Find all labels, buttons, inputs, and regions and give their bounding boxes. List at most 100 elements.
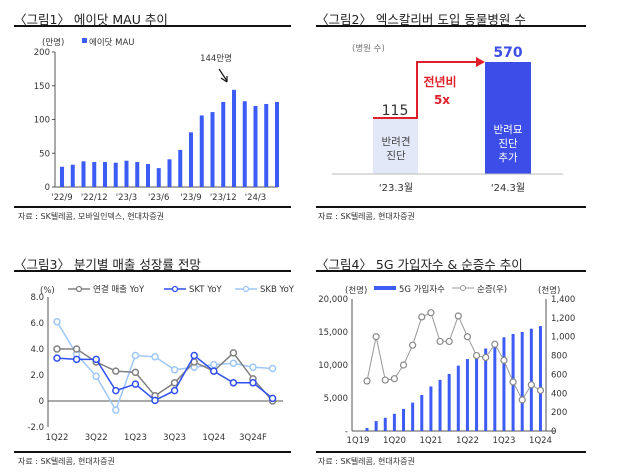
legend-marker [460, 285, 466, 291]
bar [529, 328, 533, 431]
bar [113, 162, 118, 187]
x-tick-label: 1Q22 [456, 436, 479, 446]
x-tick-label: 1Q24 [529, 436, 552, 446]
x-tick-label: 3Q22 [85, 433, 108, 443]
data-point [112, 406, 120, 414]
data-point [53, 354, 61, 362]
bar-text: 반려견 [382, 136, 411, 148]
y-tick-label: 200 [34, 48, 50, 58]
legend-label: 순증(우) [477, 285, 507, 295]
left-unit-label: (천명) [345, 285, 367, 296]
divider [14, 270, 291, 272]
data-point [131, 380, 140, 388]
x-tick-label: 1Q23 [124, 433, 147, 443]
y-tick-label: 0 [39, 397, 44, 407]
right-tick-label: 1,400 [551, 295, 575, 305]
data-point [229, 359, 238, 368]
legend-label: SKT YoY [189, 285, 222, 295]
figure-1-title: 〈그림1〉 에이닷 MAU 추이 [14, 12, 168, 27]
bar [447, 373, 451, 431]
bar [429, 386, 433, 431]
bar [92, 162, 97, 187]
data-point [454, 312, 462, 320]
data-point [210, 360, 218, 369]
bar [493, 342, 497, 431]
figure-2-title: 〈그림2〉 엑스칼리버 도입 동물병원 수 [316, 12, 526, 27]
y-tick-label: 0 [45, 183, 50, 193]
bar [520, 332, 524, 431]
data-point [399, 361, 408, 369]
data-point [170, 379, 179, 387]
x-tick-label: '23/12 [210, 193, 237, 203]
bar [253, 106, 258, 187]
data-point [482, 353, 490, 362]
left-tick-label: 20,000 [318, 295, 348, 305]
data-point [536, 386, 545, 395]
figure-3-source: 자료 : SK텔레콤, 현대차증권 [18, 457, 115, 466]
unit-label: (%) [40, 286, 55, 296]
right-tick-label: 200 [551, 408, 567, 418]
data-point [151, 396, 159, 405]
figure-4-source: 자료 : SK텔레콤, 현대차증권 [318, 457, 415, 466]
bar [365, 428, 369, 431]
right-tick-label: 800 [551, 352, 567, 362]
data-point [436, 337, 444, 346]
bar [264, 103, 269, 187]
data-point [112, 386, 120, 395]
divider [14, 25, 291, 27]
annotation-label: 144만명 [200, 53, 232, 64]
figure-3-title: 〈그림3〉 분기별 매출 성장률 전망 [14, 257, 201, 272]
legend-label: 5G 가입자수 [399, 285, 445, 295]
data-point [92, 355, 100, 364]
data-point [509, 378, 517, 386]
bar [242, 101, 247, 187]
right-tick-label: 0 [551, 427, 556, 437]
y-tick-label: 6.0 [30, 319, 44, 329]
data-point [170, 386, 179, 395]
right-tick-label: 600 [551, 370, 567, 380]
y-tick-label: 4.0 [30, 345, 44, 355]
series-line [56, 321, 273, 412]
right-tick-label: 1,200 [551, 314, 575, 324]
data-point [190, 351, 198, 360]
bar [275, 101, 279, 187]
arrow-head-icon [220, 76, 228, 83]
value-label: 570 [493, 45, 522, 61]
bar [70, 164, 75, 187]
data-point [363, 377, 371, 385]
x-tick-label: 3Q23 [163, 433, 186, 443]
bar [485, 62, 531, 174]
bar [210, 112, 215, 187]
bar [199, 115, 204, 187]
data-point [249, 379, 257, 387]
data-point [53, 317, 61, 326]
series-line [57, 348, 274, 402]
x-tick-label: '24.3월 [491, 182, 525, 194]
x-tick-label: 1Q21 [420, 436, 443, 446]
data-point [518, 396, 526, 404]
data-point [372, 333, 380, 341]
y-tick-label: 100 [34, 116, 50, 126]
x-tick-label: 1Q23 [493, 436, 516, 446]
left-tick-label: 10,000 [318, 361, 348, 371]
bar [103, 162, 107, 187]
data-point [445, 337, 453, 346]
x-tick-label: '24/3 [245, 193, 266, 203]
bar [392, 413, 396, 431]
growth-label: 5x [434, 93, 450, 107]
data-point [210, 367, 218, 375]
unit-label: (병원 수) [352, 44, 385, 54]
annotation-arrow [218, 68, 228, 82]
bar [502, 337, 506, 431]
bar [420, 395, 424, 431]
legend-label: SKB YoY [260, 285, 295, 295]
data-point [249, 363, 257, 371]
bar-text: 반려묘 [494, 124, 523, 136]
growth-line [373, 61, 478, 119]
x-tick-label: 3Q24F [239, 433, 267, 443]
x-tick-label: '23/3 [116, 193, 137, 203]
bar-text: 진단 [386, 150, 406, 162]
bar [402, 408, 406, 431]
divider [14, 206, 291, 208]
figure-2-source: 자료 : SK텔레콤, 현대차증권 [318, 212, 415, 221]
